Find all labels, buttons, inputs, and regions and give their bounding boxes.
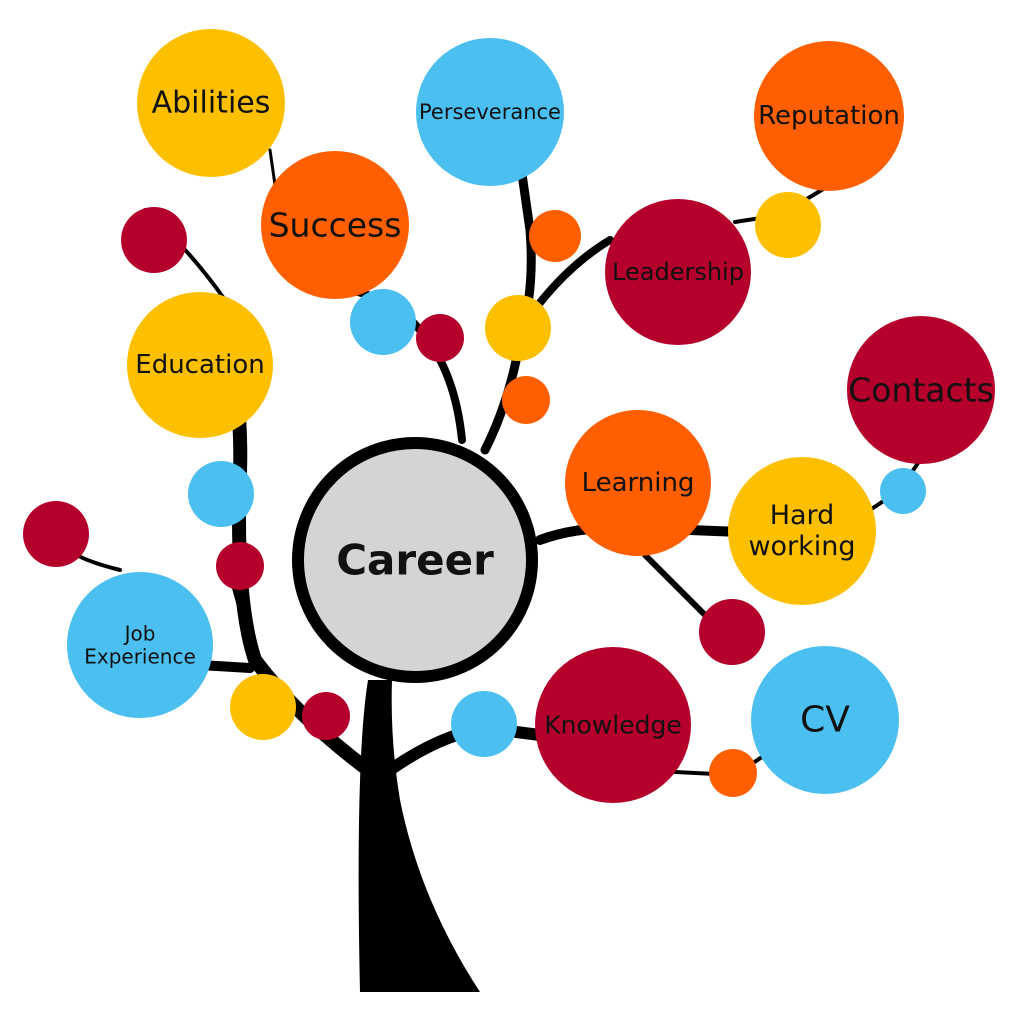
decorative-dot [230, 674, 296, 740]
node-knowledge [535, 647, 691, 803]
decorative-dot [416, 314, 464, 362]
node-job-experience [67, 572, 213, 718]
node-label-perseverance: Perseverance [419, 100, 561, 124]
decorative-dot [216, 542, 264, 590]
node-label-job-experience: Job [123, 622, 156, 646]
decorative-dot [302, 692, 350, 740]
node-reputation [754, 41, 904, 191]
center-label: Career [336, 536, 494, 585]
decorative-dot [188, 461, 254, 527]
decorative-dot [880, 468, 926, 514]
node-abilities [137, 29, 285, 177]
node-label-contacts: Contacts [848, 371, 994, 410]
decorative-dot [755, 192, 821, 258]
node-success [261, 151, 409, 299]
decorative-dot [485, 295, 551, 361]
decorative-dot [709, 749, 757, 797]
node-cv [751, 646, 899, 794]
node-leadership [605, 199, 751, 345]
node-label-success: Success [269, 206, 402, 245]
node-label-cv: CV [800, 700, 850, 741]
decorative-dot [529, 210, 581, 262]
node-learning [565, 410, 711, 556]
center-circle [292, 437, 538, 683]
node-label-knowledge: Knowledge [544, 711, 681, 740]
node-label-hard-working: working [748, 531, 855, 562]
node-education [127, 292, 273, 438]
decorative-dot [502, 376, 550, 424]
node-label-education: Education [135, 350, 264, 380]
node-hard-working [728, 457, 876, 605]
node-contacts [847, 316, 995, 464]
node-label-hard-working: Hard [770, 500, 835, 531]
branch [268, 148, 277, 187]
node-perseverance [416, 38, 564, 186]
node-label-job-experience: Experience [84, 645, 196, 669]
node-label-learning: Learning [582, 468, 695, 498]
decorative-dot [350, 289, 416, 355]
node-label-abilities: Abilities [152, 86, 271, 121]
decorative-dot [699, 599, 765, 665]
trunk [358, 680, 480, 992]
decorative-dot [23, 501, 89, 567]
node-label-reputation: Reputation [758, 101, 900, 131]
decorative-dot [121, 207, 187, 273]
node-label-leadership: Leadership [612, 258, 744, 286]
decorative-dot [451, 691, 517, 757]
